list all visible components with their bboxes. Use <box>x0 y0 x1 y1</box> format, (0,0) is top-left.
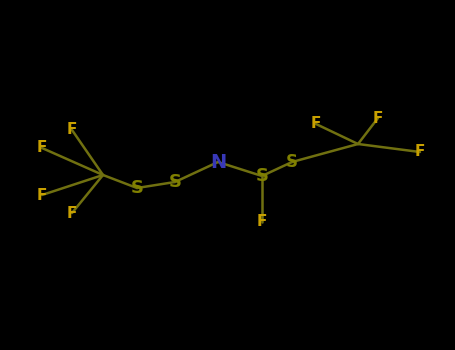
Text: F: F <box>37 140 47 155</box>
Text: F: F <box>37 188 47 203</box>
Text: S: S <box>256 167 268 185</box>
Text: S: S <box>168 173 182 191</box>
Text: S: S <box>286 153 298 171</box>
Text: F: F <box>311 117 321 132</box>
Text: F: F <box>67 122 77 138</box>
Text: F: F <box>67 205 77 220</box>
Text: S: S <box>131 179 143 197</box>
Text: F: F <box>257 215 267 230</box>
Text: F: F <box>415 145 425 160</box>
Text: F: F <box>373 111 383 126</box>
Text: N: N <box>210 153 226 172</box>
